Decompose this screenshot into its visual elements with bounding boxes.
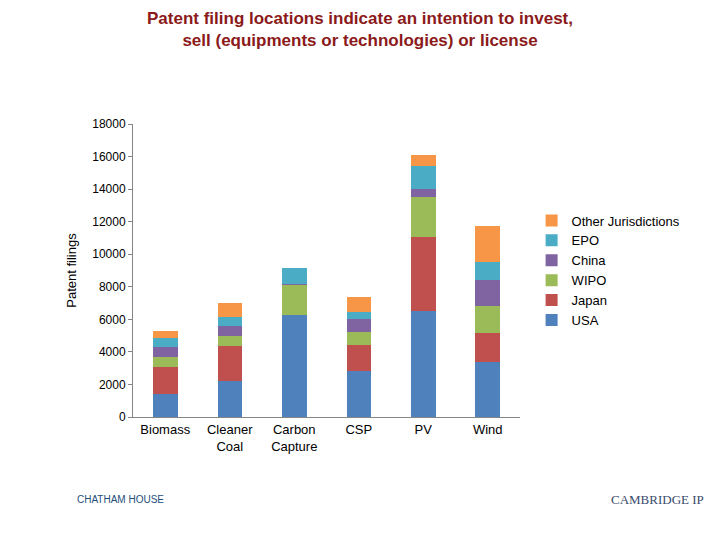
svg-text:0: 0 xyxy=(119,410,126,424)
svg-text:2000: 2000 xyxy=(99,378,126,392)
svg-text:14000: 14000 xyxy=(92,182,126,196)
svg-text:16000: 16000 xyxy=(92,150,126,164)
svg-text:PV: PV xyxy=(415,422,433,437)
svg-text:CSP: CSP xyxy=(345,422,372,437)
svg-text:18000: 18000 xyxy=(92,117,126,131)
svg-text:China: China xyxy=(572,253,607,268)
svg-text:CHATHAM HOUSE: CHATHAM HOUSE xyxy=(77,494,164,505)
svg-text:Japan: Japan xyxy=(572,293,607,308)
svg-text:WIPO: WIPO xyxy=(572,273,607,288)
svg-text:6000: 6000 xyxy=(99,313,126,327)
svg-text:8000: 8000 xyxy=(99,280,126,294)
svg-text:CarbonCapture: CarbonCapture xyxy=(271,422,317,454)
svg-text:10000: 10000 xyxy=(92,247,126,261)
svg-text:USA: USA xyxy=(572,313,599,328)
svg-text:Patent filing locations indica: Patent filing locations indicate an inte… xyxy=(147,9,573,50)
svg-text:12000: 12000 xyxy=(92,215,126,229)
svg-text:Other Jurisdictions: Other Jurisdictions xyxy=(572,214,680,229)
svg-text:Patent filings: Patent filings xyxy=(64,233,79,308)
svg-text:CAMBRIDGE IP: CAMBRIDGE IP xyxy=(611,492,704,507)
svg-text:Biomass: Biomass xyxy=(140,422,190,437)
svg-text:Wind: Wind xyxy=(473,422,503,437)
svg-text:4000: 4000 xyxy=(99,345,126,359)
svg-text:CleanerCoal: CleanerCoal xyxy=(207,422,253,454)
svg-text:EPO: EPO xyxy=(572,233,599,248)
